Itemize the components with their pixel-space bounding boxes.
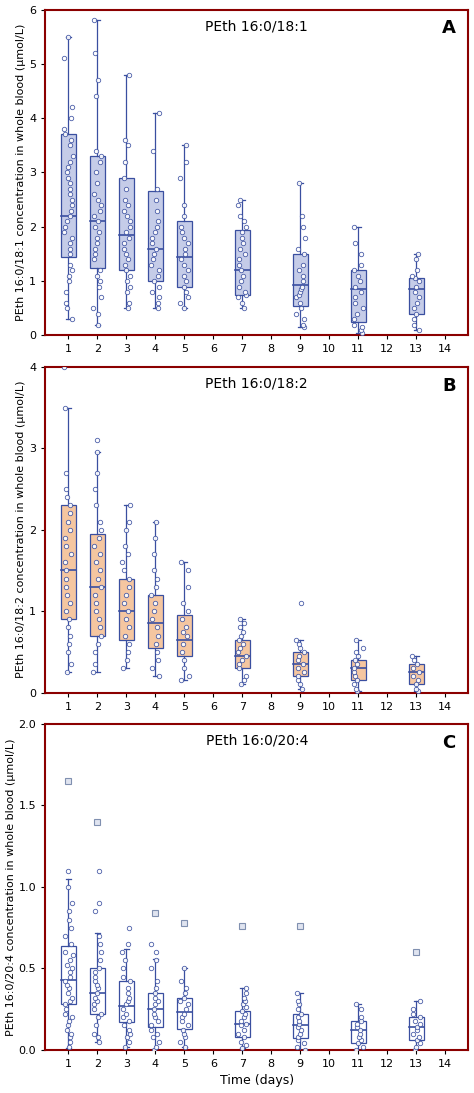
Bar: [90, 968, 105, 1014]
Bar: [148, 191, 163, 281]
Bar: [177, 222, 191, 286]
Text: PEth 16:0/18:1: PEth 16:0/18:1: [205, 20, 308, 33]
Bar: [235, 639, 249, 668]
Bar: [119, 178, 134, 270]
Bar: [351, 270, 365, 321]
Bar: [90, 533, 105, 636]
Bar: [148, 992, 163, 1027]
Bar: [61, 945, 75, 1004]
Bar: [351, 660, 365, 681]
Bar: [409, 1018, 423, 1041]
Bar: [351, 1021, 365, 1044]
Y-axis label: PEth 16:0/18:1 concentration in whole blood (μmol/L): PEth 16:0/18:1 concentration in whole bl…: [16, 24, 26, 321]
Text: PEth 16:0/20:4: PEth 16:0/20:4: [206, 733, 308, 748]
Text: B: B: [442, 377, 456, 395]
Bar: [119, 578, 134, 639]
Bar: [235, 1011, 249, 1037]
Bar: [409, 279, 423, 314]
Bar: [177, 998, 191, 1029]
Bar: [293, 254, 308, 306]
Y-axis label: PEth 16:0/18:2 concentration in whole blood (μmol/L): PEth 16:0/18:2 concentration in whole bl…: [16, 381, 26, 679]
Bar: [90, 156, 105, 268]
Bar: [293, 1014, 308, 1038]
Text: C: C: [443, 733, 456, 752]
X-axis label: Time (days): Time (days): [220, 1074, 294, 1088]
Bar: [293, 651, 308, 677]
Text: A: A: [442, 20, 456, 37]
Bar: [177, 615, 191, 656]
Bar: [409, 665, 423, 684]
Bar: [61, 505, 75, 620]
Bar: [61, 134, 75, 257]
Bar: [148, 595, 163, 648]
Y-axis label: PEth 16:0/20:4 concentration in whole blood (μmol/L): PEth 16:0/20:4 concentration in whole bl…: [6, 738, 16, 1036]
Text: PEth 16:0/18:2: PEth 16:0/18:2: [205, 377, 308, 390]
Bar: [235, 230, 249, 295]
Bar: [119, 982, 134, 1022]
